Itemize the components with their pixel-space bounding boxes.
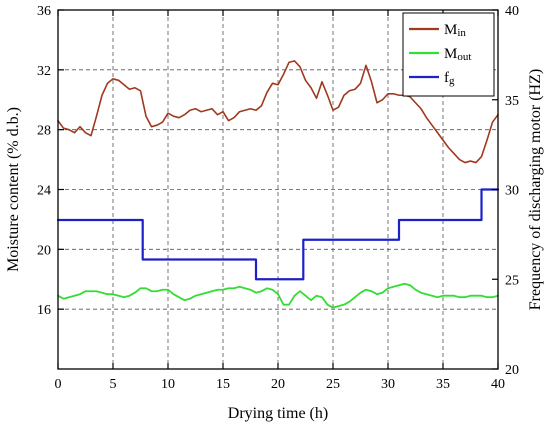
x-tick-label: 20: [271, 377, 285, 392]
y-left-tick-label: 32: [37, 64, 51, 79]
y-left-tick-label: 20: [37, 243, 51, 258]
legend-label: Min: [444, 22, 466, 39]
x-tick-label: 25: [326, 377, 340, 392]
series-line-m-in: [57, 60, 499, 164]
series-line-m-out: [57, 282, 499, 309]
y-right-tick-label: 25: [505, 273, 519, 288]
x-tick-label: 30: [381, 377, 395, 392]
y-right-tick-label: 30: [505, 184, 519, 199]
x-tick-label: 15: [216, 377, 230, 392]
y-right-tick-label: 35: [505, 94, 519, 109]
legend: Min Mout fg: [402, 12, 495, 97]
y-right-tick-label: 20: [505, 363, 519, 378]
legend-box: [402, 12, 495, 97]
y-right-tick-label: 40: [505, 4, 519, 19]
x-tick-label: 5: [110, 377, 117, 392]
x-axis-title: Drying time (h): [228, 405, 328, 422]
y-left-tick-label: 24: [37, 184, 51, 199]
x-tick-label: 0: [55, 377, 62, 392]
y-left-tick-label: 16: [37, 303, 51, 318]
axis-ticks: 0 5 10 15 20 25 30 35 40 16 20 24 28 32 36 20 25 30 35 40: [37, 4, 519, 392]
x-tick-label: 35: [436, 377, 450, 392]
series-line-f-g: [56, 188, 500, 281]
x-tick-label: 40: [491, 377, 505, 392]
y-left-tick-label: 28: [37, 124, 51, 139]
y-axis-right-title: Frequency of discharging motor (HZ): [527, 69, 544, 310]
x-tick-label: 10: [161, 377, 175, 392]
legend-label: fg: [444, 70, 455, 87]
series-layer: [56, 60, 500, 309]
y-axis-left-title: Moisture content (% d.b.): [5, 107, 22, 272]
legend-label: Mout: [444, 46, 471, 63]
y-left-tick-label: 36: [37, 4, 51, 19]
